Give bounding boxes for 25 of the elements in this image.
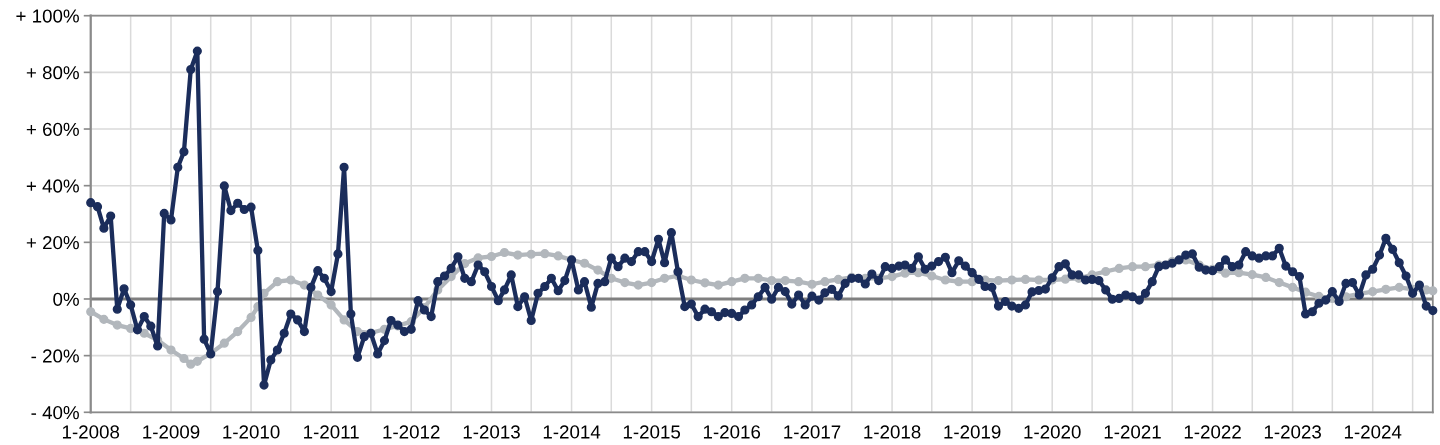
y-tick-label: - 20% — [31, 349, 79, 363]
y-tick-label: + 40% — [26, 179, 79, 193]
x-tick-label: 1-2010 — [223, 425, 280, 439]
x-tick-label: 1-2021 — [1104, 425, 1161, 439]
x-tick-label: 1-2012 — [383, 425, 440, 439]
x-tick-label: 1-2009 — [143, 425, 200, 439]
x-tick-label: 1-2020 — [1024, 425, 1081, 439]
x-tick-label: 1-2008 — [62, 425, 120, 439]
x-tick-label: 1-2014 — [543, 425, 601, 439]
x-tick-label: 1-2017 — [784, 425, 841, 439]
y-tick-label: - 40% — [31, 405, 79, 420]
y-tick-label: 0% — [53, 292, 79, 306]
x-tick-label: 1-2013 — [463, 425, 520, 439]
x-tick-label: 1-2019 — [944, 425, 1001, 439]
x-tick-label: 1-2015 — [623, 425, 681, 439]
x-tick-label: 1-2011 — [304, 425, 359, 439]
x-tick-label: 1-2022 — [1184, 425, 1241, 439]
y-tick-label: + 60% — [26, 122, 79, 136]
y-tick-label: + 80% — [26, 66, 79, 80]
x-tick-label: 1-2016 — [703, 425, 761, 439]
x-tick-label: 1-2018 — [864, 425, 921, 439]
x-tick-label: 1-2023 — [1264, 425, 1321, 439]
x-tick-label: 1-2024 — [1344, 425, 1402, 439]
y-tick-label: + 100% — [16, 9, 79, 23]
y-tick-label: + 20% — [26, 236, 79, 250]
